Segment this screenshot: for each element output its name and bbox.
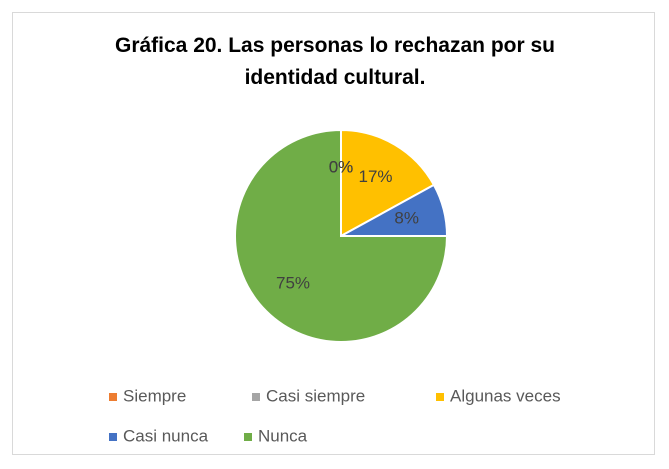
chart-border — [12, 12, 655, 455]
legend-label: Nunca — [258, 426, 308, 445]
data-label: 75% — [276, 273, 310, 292]
legend-label: Casi siempre — [266, 386, 365, 405]
data-label: 8% — [394, 209, 419, 228]
legend-swatch — [436, 393, 444, 401]
legend-swatch — [109, 433, 117, 441]
pie-slice — [234, 128, 449, 343]
legend-label: Siempre — [123, 386, 186, 405]
data-label: 17% — [359, 167, 393, 186]
legend-label: Algunas veces — [450, 386, 561, 405]
data-label: 0% — [329, 158, 354, 177]
pie-slice — [340, 128, 436, 238]
legend-swatch — [244, 433, 252, 441]
chart-title: Gráfica 20. Las personas lo rechazan por… — [114, 34, 555, 89]
data-label: 0% — [329, 158, 354, 177]
legend-label: Casi nunca — [123, 426, 209, 445]
legend-swatch — [252, 393, 260, 401]
legend-swatch — [109, 393, 117, 401]
